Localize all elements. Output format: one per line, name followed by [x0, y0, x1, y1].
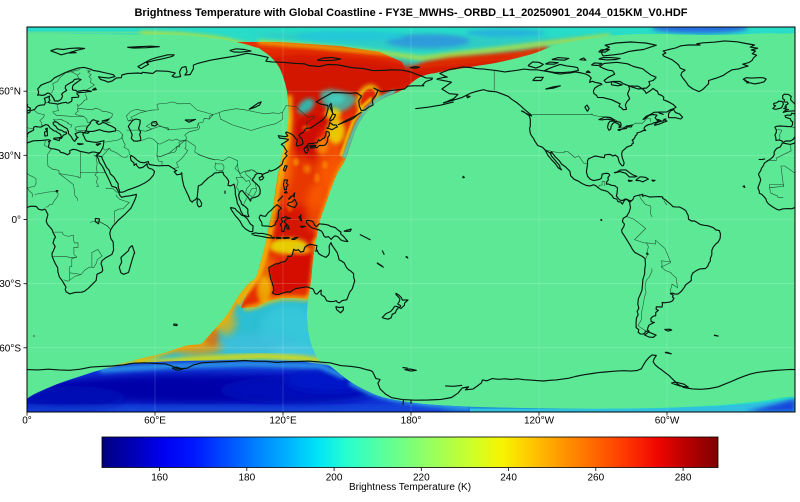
svg-text:120°W: 120°W	[524, 416, 555, 427]
svg-text:0°: 0°	[11, 215, 21, 226]
svg-text:0°: 0°	[22, 416, 32, 427]
svg-text:280: 280	[675, 473, 692, 484]
svg-text:120°E: 120°E	[269, 416, 297, 427]
svg-text:160: 160	[151, 473, 168, 484]
svg-text:60°S: 60°S	[0, 343, 21, 354]
svg-text:180: 180	[238, 473, 255, 484]
svg-text:Brightness Temperature with Gl: Brightness Temperature with Global Coast…	[134, 7, 687, 19]
svg-text:Brightness Temperature (K): Brightness Temperature (K)	[349, 482, 471, 493]
svg-text:240: 240	[500, 473, 517, 484]
svg-text:180°: 180°	[401, 416, 422, 427]
svg-text:60°E: 60°E	[144, 416, 166, 427]
svg-text:200: 200	[326, 473, 343, 484]
svg-text:220: 220	[413, 473, 430, 484]
svg-text:60°N: 60°N	[0, 87, 21, 98]
svg-text:60°W: 60°W	[655, 416, 680, 427]
svg-text:30°S: 30°S	[0, 279, 21, 290]
svg-text:30°N: 30°N	[0, 151, 21, 162]
svg-text:260: 260	[587, 473, 604, 484]
